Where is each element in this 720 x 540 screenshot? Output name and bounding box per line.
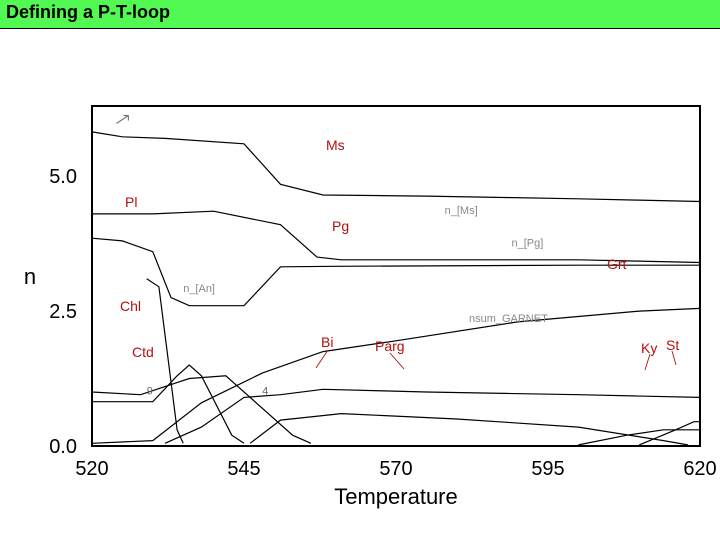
page-title: Defining a P-T-loop [6, 2, 170, 23]
leader-line [645, 354, 650, 370]
faint-label: nsum_GARNET [469, 313, 548, 325]
series-ms [92, 132, 700, 202]
x-axis-label: Temperature [334, 484, 458, 509]
mineral-label-pl: Pl [125, 194, 137, 210]
x-tick-label: 595 [531, 458, 564, 480]
y-tick-label: 0.0 [49, 436, 77, 458]
series-chl [92, 376, 311, 444]
series-pg [92, 211, 700, 262]
leader-line [316, 350, 328, 368]
x-tick-label: 545 [227, 458, 260, 480]
mineral-label-chl: Chl [120, 298, 141, 314]
faint-label: n_[Ms] [445, 205, 478, 217]
chart-svg: 520 545 570 595 620 0.0 2.5 5.0 Temperature n 9 4 n_… [0, 28, 720, 540]
inline-number: 9 [147, 386, 153, 398]
mineral-label-parg: Parg [375, 338, 405, 354]
mineral-label-ctd: Ctd [132, 344, 154, 360]
series-parg [250, 414, 688, 445]
series-ctd [92, 365, 244, 443]
y-axis-label: n [24, 264, 36, 289]
x-tick-label: 520 [75, 458, 108, 480]
y-tick-label: 5.0 [49, 166, 77, 188]
mineral-label-ms: Ms [326, 137, 345, 153]
leader-line [672, 351, 676, 365]
chart-area: 520 545 570 595 620 0.0 2.5 5.0 Temperature n 9 4 n_… [0, 28, 720, 540]
series-grt [92, 308, 700, 443]
y-tick-label: 2.5 [49, 301, 77, 323]
mineral-label-bi: Bi [321, 334, 333, 350]
faint-label: n_[An] [183, 283, 215, 295]
faint-arrow-icon [116, 115, 128, 123]
mineral-label-grt: Grt [607, 256, 626, 272]
x-tick-label: 620 [683, 458, 716, 480]
title-bar: Defining a P-T-loop [0, 0, 720, 29]
mineral-label-pg: Pg [332, 218, 349, 234]
inline-number: 4 [262, 386, 268, 398]
leader-line [390, 353, 404, 369]
faint-label: n_[Pg] [512, 237, 544, 249]
mineral-label-ky: Ky [641, 340, 657, 356]
mineral-label-st: St [666, 337, 679, 353]
x-tick-label: 570 [379, 458, 412, 480]
series-an [147, 279, 184, 444]
series-bi [165, 389, 700, 443]
